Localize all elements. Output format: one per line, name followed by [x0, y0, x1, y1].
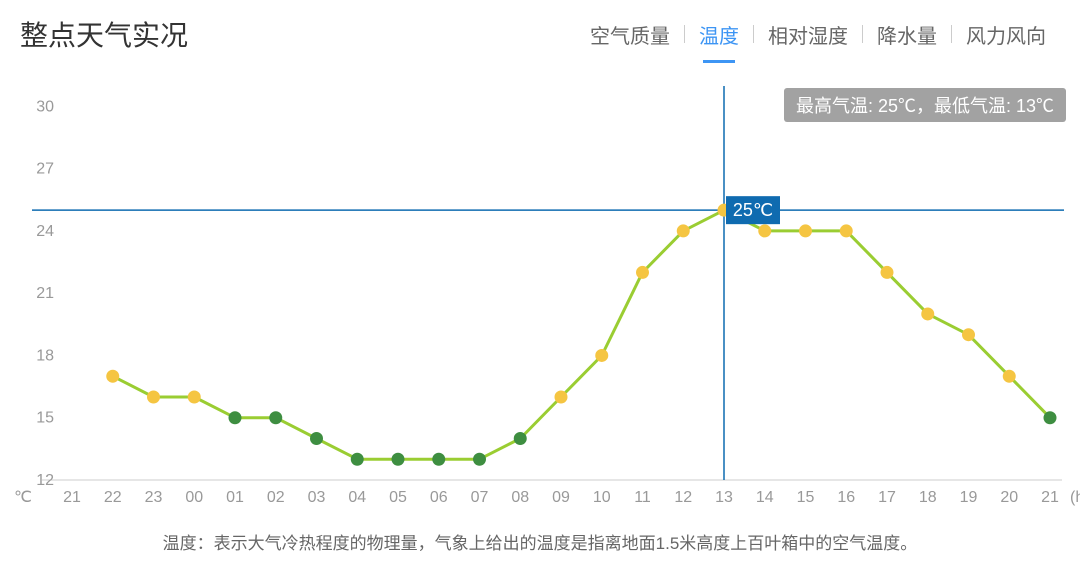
svg-text:12: 12 [674, 489, 692, 506]
data-point[interactable] [637, 266, 649, 278]
svg-text:14: 14 [756, 489, 774, 506]
svg-text:08: 08 [511, 489, 529, 506]
data-point[interactable] [1044, 412, 1056, 424]
page-title: 整点天气实况 [20, 14, 188, 54]
data-point[interactable] [107, 370, 119, 382]
svg-text:18: 18 [36, 347, 54, 364]
data-point[interactable] [148, 391, 160, 403]
svg-text:21: 21 [1041, 489, 1059, 506]
svg-text:12: 12 [36, 472, 54, 489]
svg-text:15: 15 [797, 489, 815, 506]
svg-text:20: 20 [1000, 489, 1018, 506]
data-point[interactable] [392, 453, 404, 465]
data-point[interactable] [922, 308, 934, 320]
svg-text:23: 23 [145, 489, 163, 506]
data-point[interactable] [881, 266, 893, 278]
tab-1[interactable]: 温度 [685, 14, 753, 55]
data-point[interactable] [514, 432, 526, 444]
data-point[interactable] [270, 412, 282, 424]
data-point[interactable] [677, 225, 689, 237]
temperature-summary-badge: 最高气温: 25℃，最低气温: 13℃ [784, 88, 1066, 122]
svg-text:17: 17 [878, 489, 896, 506]
svg-text:13: 13 [715, 489, 733, 506]
tab-4[interactable]: 风力风向 [952, 14, 1060, 55]
svg-text:10: 10 [593, 489, 611, 506]
svg-text:05: 05 [389, 489, 407, 506]
chart-container: 最高气温: 25℃，最低气温: 13℃ 12 15 18 21 24 27 30 ℃ 21 22 2… [0, 80, 1080, 525]
data-point[interactable] [963, 329, 975, 341]
temp-line [113, 210, 1050, 459]
data-point[interactable] [555, 391, 567, 403]
data-point[interactable] [840, 225, 852, 237]
svg-text:06: 06 [430, 489, 448, 506]
svg-text:01: 01 [226, 489, 244, 506]
data-point[interactable] [188, 391, 200, 403]
data-point[interactable] [311, 432, 323, 444]
svg-text:18: 18 [919, 489, 937, 506]
svg-text:19: 19 [960, 489, 978, 506]
svg-text:07: 07 [471, 489, 489, 506]
svg-text:30: 30 [36, 98, 54, 115]
data-point[interactable] [433, 453, 445, 465]
svg-text:11: 11 [634, 489, 651, 506]
svg-text:03: 03 [308, 489, 326, 506]
data-point[interactable] [596, 349, 608, 361]
footnote: 温度：表示大气冷热程度的物理量，气象上给出的温度是指离地面1.5米高度上百叶箱中… [0, 529, 1080, 554]
svg-text:15: 15 [36, 410, 54, 427]
crosshair-label: 25℃ [733, 200, 773, 220]
data-point[interactable] [800, 225, 812, 237]
tab-0[interactable]: 空气质量 [576, 14, 684, 55]
temperature-line-chart: 12 15 18 21 24 27 30 ℃ 21 22 23 00 01 02 03 04 05 06 07 08 0… [0, 80, 1080, 520]
tab-2[interactable]: 相对湿度 [754, 14, 862, 55]
data-point[interactable] [474, 453, 486, 465]
svg-text:00: 00 [185, 489, 203, 506]
svg-text:℃: ℃ [14, 489, 32, 506]
svg-text:27: 27 [36, 161, 54, 178]
svg-text:21: 21 [63, 489, 81, 506]
svg-text:(h): (h) [1070, 489, 1080, 506]
data-point[interactable] [1003, 370, 1015, 382]
data-point[interactable] [759, 225, 771, 237]
svg-text:16: 16 [837, 489, 855, 506]
svg-text:02: 02 [267, 489, 285, 506]
svg-text:09: 09 [552, 489, 570, 506]
tabs: 空气质量温度相对湿度降水量风力风向 [576, 14, 1060, 55]
header: 整点天气实况 空气质量温度相对湿度降水量风力风向 [0, 0, 1080, 56]
svg-text:24: 24 [36, 223, 54, 240]
data-point[interactable] [351, 453, 363, 465]
data-point[interactable] [229, 412, 241, 424]
svg-text:04: 04 [348, 489, 366, 506]
svg-text:21: 21 [36, 285, 54, 302]
tab-3[interactable]: 降水量 [863, 14, 951, 55]
svg-text:22: 22 [104, 489, 122, 506]
